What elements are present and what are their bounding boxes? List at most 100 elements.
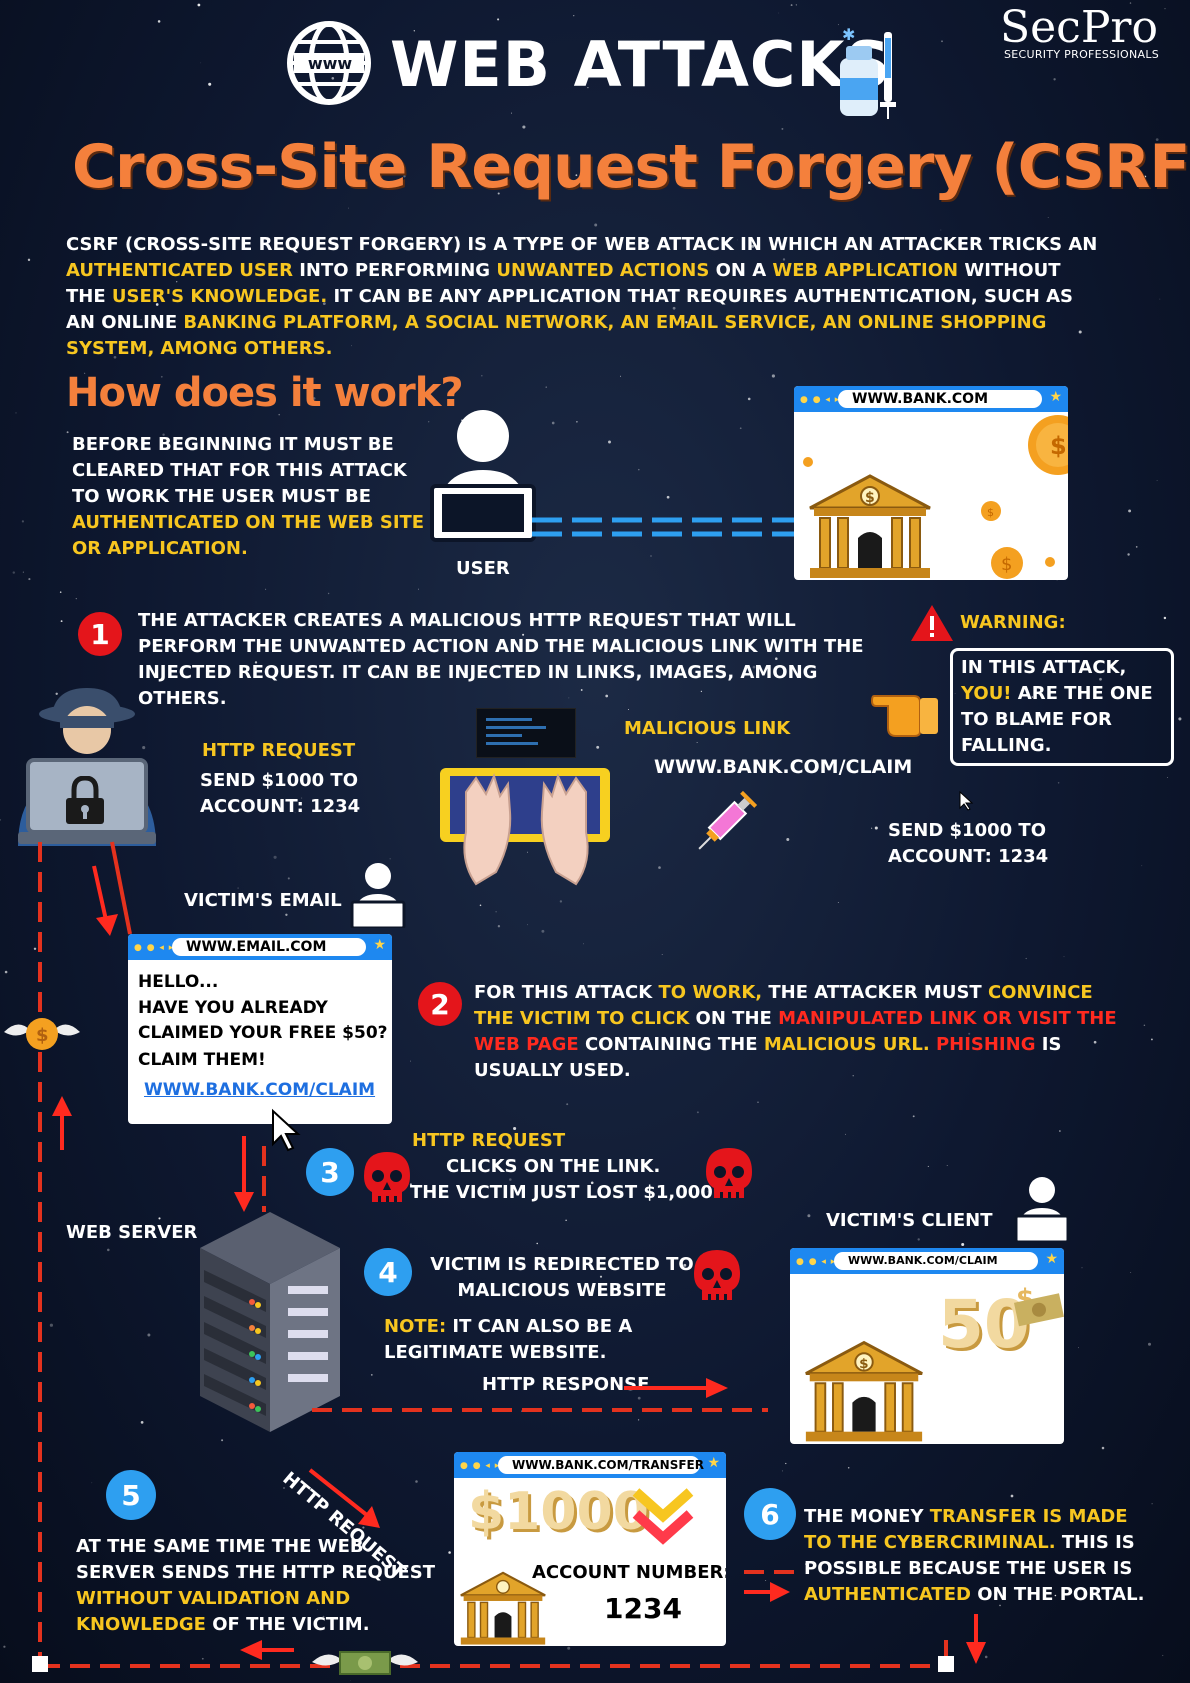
star-dot — [1135, 546, 1138, 548]
star-dot — [141, 521, 144, 524]
star-dot — [700, 690, 703, 693]
star-dot — [1156, 480, 1158, 482]
transfer-url[interactable]: WWW.BANK.COM/TRANSFER — [498, 1456, 704, 1474]
star-dot — [874, 826, 878, 830]
star-dot — [781, 1470, 784, 1472]
star-dot — [351, 345, 353, 347]
star-dot — [1059, 1130, 1061, 1132]
star-dot — [946, 1165, 948, 1166]
star-dot — [91, 1482, 93, 1484]
star-dot — [90, 183, 92, 185]
bookmark-star-icon[interactable]: ★ — [707, 1455, 720, 1471]
step6-text-segment: THIS IS POSSIBLE BECAUSE THE USER IS — [804, 1532, 1135, 1579]
star-dot — [12, 571, 16, 574]
star-dot — [254, 661, 258, 664]
star-dot — [480, 374, 483, 377]
padlock-icon — [66, 776, 104, 824]
coin-icon: $ — [991, 547, 1023, 579]
star-dot — [1127, 553, 1130, 556]
star-dot — [1130, 1272, 1132, 1274]
user-laptop-icon — [1014, 1177, 1070, 1242]
terminal-icon — [476, 708, 576, 758]
brand-subtitle: SECURITY PROFESSIONALS — [1004, 48, 1160, 61]
star-dot — [751, 244, 755, 248]
star-dot — [628, 709, 629, 710]
star-dot — [15, 412, 17, 414]
star-dot — [140, 1421, 144, 1424]
svg-text:$: $ — [1001, 554, 1012, 575]
star-dot — [683, 1263, 687, 1267]
syringe-icon — [698, 790, 758, 850]
intro-segment: UNWANTED ACTIONS — [496, 260, 710, 281]
bank-url[interactable]: WWW.BANK.COM — [838, 390, 1042, 408]
star-dot — [871, 269, 873, 271]
star-dot — [522, 633, 525, 636]
star-dot — [283, 1487, 285, 1489]
hands-icon — [463, 773, 589, 886]
step2-text-segment: CONVINCE THE VICTIM TO CLICK — [474, 982, 1093, 1029]
bookmark-star-icon[interactable]: ★ — [1045, 1251, 1058, 1267]
http-request-text: SEND $1000 TO ACCOUNT: 1234 — [200, 770, 361, 817]
star-dot — [1155, 138, 1159, 141]
brand-name: SecPro — [1000, 2, 1158, 53]
email-malicious-link[interactable]: WWW.BANK.COM/CLAIM — [144, 1080, 376, 1100]
star-dot — [149, 1224, 153, 1228]
step-3-label: HTTP REQUEST — [412, 1130, 566, 1151]
star-dot — [566, 1103, 569, 1106]
bookmark-star-icon[interactable]: ★ — [1049, 389, 1062, 405]
star-dot — [1057, 782, 1060, 784]
star-dot — [1150, 1038, 1153, 1041]
transfer-browser-bar: ● ● ◂ ▸ WWW.BANK.COM/TRANSFER ★ — [454, 1452, 726, 1478]
star-dot — [1054, 1594, 1057, 1597]
star-dot — [666, 495, 670, 499]
how-heading: How does it work? — [66, 370, 464, 416]
page-title: WEB ATTACKS — [390, 28, 892, 101]
star-dot — [1031, 696, 1034, 698]
star-dot — [1081, 1267, 1083, 1269]
step6-text-segment: TRANSFER IS MADE TO THE CYBERCRIMINAL. — [804, 1506, 1128, 1553]
star-dot — [757, 1101, 759, 1103]
star-dot — [590, 1181, 594, 1185]
transfer-amount: $1000 — [468, 1482, 649, 1542]
step2-text-segment: CONTAINING THE — [578, 1034, 764, 1055]
star-dot — [575, 174, 578, 177]
star-dot — [66, 431, 69, 434]
email-url[interactable]: WWW.EMAIL.COM — [172, 938, 366, 956]
step-3-badge: 3 — [306, 1148, 354, 1196]
star-dot — [113, 355, 117, 359]
client-browser-bar: ● ● ◂ ▸ WWW.BANK.COM/CLAIM ★ — [790, 1248, 1064, 1274]
star-dot — [221, 511, 223, 513]
star-dot — [536, 1242, 538, 1245]
star-dot — [765, 1580, 767, 1582]
warning-text-segment: IN THIS ATTACK, — [961, 657, 1127, 678]
email-greeting: HELLO... — [138, 972, 219, 992]
star-dot — [327, 592, 330, 595]
warning-text-segment: YOU! — [961, 683, 1012, 704]
star-dot — [785, 1462, 787, 1465]
star-dot — [350, 1680, 351, 1681]
star-dot — [731, 725, 733, 728]
star-dot — [1163, 616, 1167, 620]
step2-text-segment: THE ATTACKER MUST — [762, 982, 988, 1003]
star-dot — [696, 741, 698, 743]
star-dot — [568, 697, 570, 699]
star-dot — [55, 692, 58, 695]
svg-text:$: $ — [36, 1025, 49, 1046]
star-dot — [638, 468, 640, 471]
skull-icon — [706, 1148, 752, 1198]
star-dot — [608, 440, 611, 444]
client-url[interactable]: WWW.BANK.COM/CLAIM — [834, 1252, 1038, 1270]
star-dot — [658, 866, 661, 869]
note-text: IT CAN ALSO BE A LEGITIMATE WEBSITE. — [384, 1316, 633, 1363]
bookmark-star-icon[interactable]: ★ — [373, 937, 386, 953]
vaccine-icon: ✱ — [840, 25, 896, 119]
star-dot — [551, 421, 555, 425]
star-dot — [567, 1378, 570, 1381]
star-dot — [389, 858, 391, 860]
star-dot — [647, 1664, 650, 1668]
intro-segment: IT CAN BE ANY APPLICATION THAT REQUIRES … — [66, 286, 1074, 333]
step-5-badge: 5 — [106, 1470, 156, 1520]
how-text-segment: BEFORE BEGINNING IT MUST BE CLEARED THAT… — [72, 434, 407, 507]
bank-icon: $ — [805, 1340, 923, 1442]
star-dot — [479, 904, 482, 907]
